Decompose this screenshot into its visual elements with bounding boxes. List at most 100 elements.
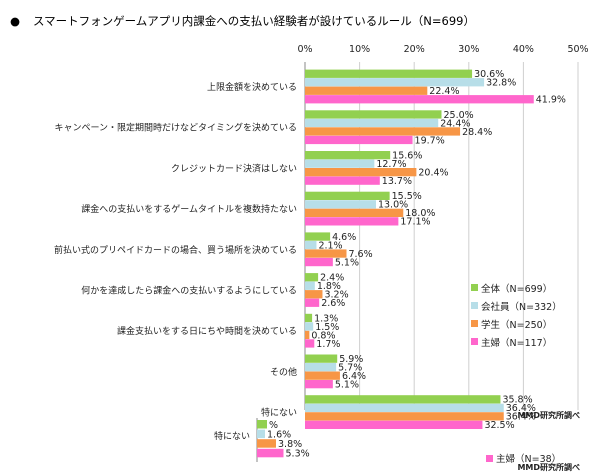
data-label: 7.6% (348, 249, 372, 260)
chart-title-group: ● スマートフォンゲームアプリ内課金への支払い経験者が設けているルール（N=69… (10, 14, 475, 28)
legend-label: 学生（N=250） (481, 319, 552, 331)
data-label: 1.7% (316, 339, 340, 350)
bar (305, 363, 337, 372)
inset-bar (257, 420, 267, 429)
bar (305, 257, 333, 267)
data-label: 5.1% (335, 257, 359, 268)
source-credit: MMD研究所調べ (517, 410, 580, 420)
category-label: 課金支払いをする日にちや時間を決めている (117, 325, 297, 337)
bar (305, 371, 340, 380)
bar (305, 339, 315, 348)
bar (305, 322, 314, 331)
bar (305, 273, 319, 282)
data-label: 36.4% (506, 403, 536, 414)
data-label: 35.8% (502, 395, 532, 406)
inset-chart: 特にない%1.6%3.8%5.3% 主婦（N=38） (214, 418, 561, 465)
inset-bar (257, 439, 276, 448)
inset-data-label: 5.3% (286, 449, 310, 460)
bar (305, 395, 501, 404)
category-label: 上限金額を決めている (207, 81, 297, 93)
data-label: 5.1% (335, 380, 359, 391)
legend-label: 全体（N=699） (481, 283, 552, 295)
bar (305, 217, 399, 226)
bar (305, 380, 333, 389)
x-tick-label: 20% (404, 44, 425, 55)
data-label: 2.6% (321, 298, 345, 309)
data-label: 36.4% (506, 412, 536, 423)
bar (305, 330, 310, 340)
bar (305, 69, 473, 78)
bar (305, 281, 315, 290)
legend-label: 会社員（N=332） (481, 301, 562, 313)
bar (305, 200, 376, 209)
x-tick-label: 0% (297, 44, 312, 55)
data-label: 12.7% (376, 159, 406, 170)
bars (305, 69, 534, 429)
data-label: 1.3% (314, 313, 338, 324)
bar (305, 78, 485, 87)
x-tick-label: 10% (349, 44, 370, 55)
data-label: 0.8% (311, 330, 335, 341)
data-label: 3.2% (324, 290, 348, 301)
data-label: 2.1% (318, 240, 342, 251)
legend: 全体（N=699） 会社員（N=332） 学生（N=250） 主婦（N=117） (471, 283, 562, 349)
data-label: 25.0% (444, 110, 474, 121)
x-tick-label: 40% (513, 44, 534, 55)
inset-legend-swatch (486, 455, 493, 462)
legend-swatch (471, 284, 478, 291)
data-label: 5.7% (338, 363, 362, 374)
title-bullet: ● (10, 14, 20, 28)
bar (305, 86, 428, 95)
inset-data-label: 3.8% (278, 439, 302, 450)
category-label: キャンペーン・限定期間時だけなどタイミングを決めている (54, 122, 297, 134)
bar (305, 159, 375, 168)
data-label: 1.8% (317, 281, 341, 292)
data-label: 13.7% (382, 176, 412, 187)
data-label: 20.4% (418, 168, 448, 179)
inset-data-label: % (269, 420, 278, 431)
bar (305, 118, 439, 128)
category-label: 特にない (261, 407, 297, 419)
chart-title: スマートフォンゲームアプリ内課金への支払い経験者が設けているルール（N=699） (33, 14, 475, 28)
data-label: 15.5% (392, 191, 422, 202)
data-label: 2.4% (320, 273, 344, 284)
bar (305, 403, 504, 412)
bar (305, 412, 504, 421)
data-labels: 30.6%32.8% 22.4% 41.9% 25.0%24.4%28.4% 19.7%… (311, 69, 566, 431)
x-tick-label: 50% (567, 44, 588, 55)
bar (305, 95, 534, 104)
data-label: 19.7% (415, 135, 445, 146)
category-label: 何かを達成したら課金への支払いするようにしている (81, 285, 297, 297)
x-axis-ticks: 0% 10% 20% 30% 40% 50% (297, 44, 588, 55)
data-label: 6.4% (342, 371, 366, 382)
data-label: 4.6% (332, 232, 356, 243)
data-label: 22.4% (429, 86, 459, 97)
category-label: 前払い式のプリペイドカードの場合、買う場所を決めている (54, 244, 297, 256)
bar (305, 168, 417, 177)
x-tick-label: 30% (458, 44, 479, 55)
bar (305, 249, 347, 258)
bar (305, 290, 323, 299)
data-label: 5.9% (339, 354, 363, 365)
data-label: 1.5% (315, 322, 339, 333)
bar (305, 127, 461, 136)
inset-data-label: 1.6% (267, 429, 291, 440)
bar (305, 354, 338, 363)
inset-source-credit: MMD研究所調べ (517, 462, 580, 472)
category-label: 課金への支払いをするゲームタイトルを複数持たない (81, 203, 297, 215)
bar (305, 420, 483, 429)
bar (305, 191, 390, 200)
category-label: クレジットカード決済はしない (171, 162, 297, 174)
data-label: 41.9% (536, 95, 566, 106)
data-label: 30.6% (474, 69, 504, 80)
bar (305, 313, 313, 323)
bar (305, 135, 413, 145)
data-label: 32.5% (484, 420, 514, 431)
data-label: 32.8% (486, 78, 516, 89)
data-label: 24.4% (440, 118, 470, 129)
inset-category-label: 特にない (214, 430, 250, 442)
bar (305, 151, 391, 160)
bar (305, 240, 317, 250)
data-label: 28.4% (462, 127, 492, 138)
